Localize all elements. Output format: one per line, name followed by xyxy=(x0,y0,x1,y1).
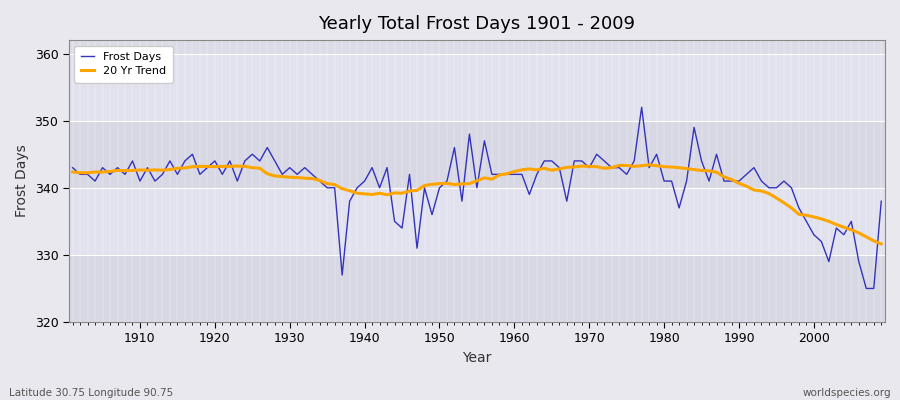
Frost Days xyxy=(861,286,872,291)
Bar xyxy=(68,121,885,188)
Frost Days xyxy=(598,158,609,163)
20 Yr Trend xyxy=(598,166,609,171)
Text: Latitude 30.75 Longitude 90.75: Latitude 30.75 Longitude 90.75 xyxy=(9,388,173,398)
Frost Days xyxy=(68,165,78,170)
Y-axis label: Frost Days: Frost Days xyxy=(15,145,29,218)
20 Yr Trend xyxy=(68,170,78,174)
20 Yr Trend xyxy=(509,169,520,174)
Bar xyxy=(68,255,885,322)
Legend: Frost Days, 20 Yr Trend: Frost Days, 20 Yr Trend xyxy=(75,46,173,82)
Frost Days xyxy=(636,105,647,110)
Frost Days xyxy=(337,273,347,278)
Line: 20 Yr Trend: 20 Yr Trend xyxy=(73,165,881,244)
Bar xyxy=(68,188,885,255)
20 Yr Trend xyxy=(337,186,347,191)
Frost Days xyxy=(127,158,138,163)
20 Yr Trend xyxy=(292,175,302,180)
Line: Frost Days: Frost Days xyxy=(73,107,881,288)
20 Yr Trend xyxy=(876,242,886,246)
X-axis label: Year: Year xyxy=(463,351,491,365)
20 Yr Trend xyxy=(501,171,512,176)
Frost Days xyxy=(292,172,302,177)
Text: worldspecies.org: worldspecies.org xyxy=(803,388,891,398)
Frost Days xyxy=(876,199,886,204)
Frost Days xyxy=(509,172,520,177)
Title: Yearly Total Frost Days 1901 - 2009: Yearly Total Frost Days 1901 - 2009 xyxy=(319,15,635,33)
Frost Days xyxy=(501,172,512,177)
Bar xyxy=(68,54,885,121)
20 Yr Trend xyxy=(644,162,654,167)
20 Yr Trend xyxy=(127,168,138,173)
